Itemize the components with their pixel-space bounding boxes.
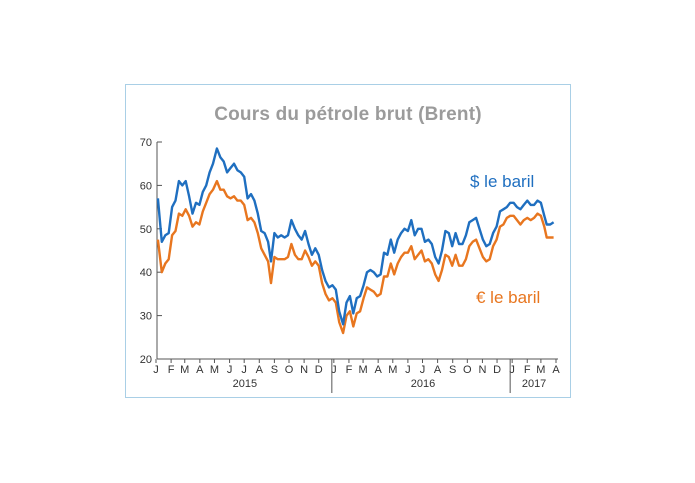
y-tick-label: 70: [140, 137, 152, 149]
x-month-label: D: [315, 364, 323, 376]
x-year-label: 2017: [522, 378, 546, 390]
y-tick-label: 30: [140, 311, 152, 323]
x-month-label: M: [180, 364, 189, 376]
x-month-label: M: [210, 364, 219, 376]
x-month-label: F: [524, 364, 531, 376]
x-month-label: M: [536, 364, 545, 376]
x-month-label: A: [434, 364, 442, 376]
x-month-label: J: [509, 364, 515, 376]
x-month-label: A: [256, 364, 264, 376]
series-line-eur: [156, 179, 554, 335]
series-line-usd: [156, 147, 555, 326]
x-month-label: J: [153, 364, 159, 376]
x-month-label: J: [227, 364, 233, 376]
x-month-label: O: [463, 364, 472, 376]
x-month-label: N: [478, 364, 486, 376]
x-year-label: 2016: [411, 378, 435, 390]
x-month-label: F: [346, 364, 353, 376]
x-month-label: A: [552, 364, 560, 376]
x-month-label: F: [168, 364, 175, 376]
x-month-label: J: [331, 364, 337, 376]
chart-title: Cours du pétrole brut (Brent): [214, 104, 482, 125]
series-layer: [156, 147, 555, 335]
x-month-label: S: [449, 364, 456, 376]
y-tick-label: 20: [140, 354, 152, 366]
y-tick-label: 60: [140, 180, 152, 192]
x-month-label: M: [388, 364, 397, 376]
x-year-label: 2015: [233, 378, 257, 390]
x-month-label: J: [405, 364, 411, 376]
x-month-label: A: [374, 364, 382, 376]
x-month-label: A: [196, 364, 204, 376]
series-label-usd: $ le baril: [470, 172, 534, 191]
series-labels: $ le baril € le baril: [470, 172, 540, 307]
x-month-label: J: [241, 364, 247, 376]
x-month-label: J: [420, 364, 426, 376]
series-label-eur: € le baril: [476, 288, 540, 307]
x-month-label: N: [300, 364, 308, 376]
x-month-label: S: [271, 364, 278, 376]
x-month-label: M: [358, 364, 367, 376]
y-tick-label: 40: [140, 267, 152, 279]
x-month-label: D: [493, 364, 501, 376]
y-tick-label: 50: [140, 224, 152, 236]
x-month-label: O: [285, 364, 294, 376]
